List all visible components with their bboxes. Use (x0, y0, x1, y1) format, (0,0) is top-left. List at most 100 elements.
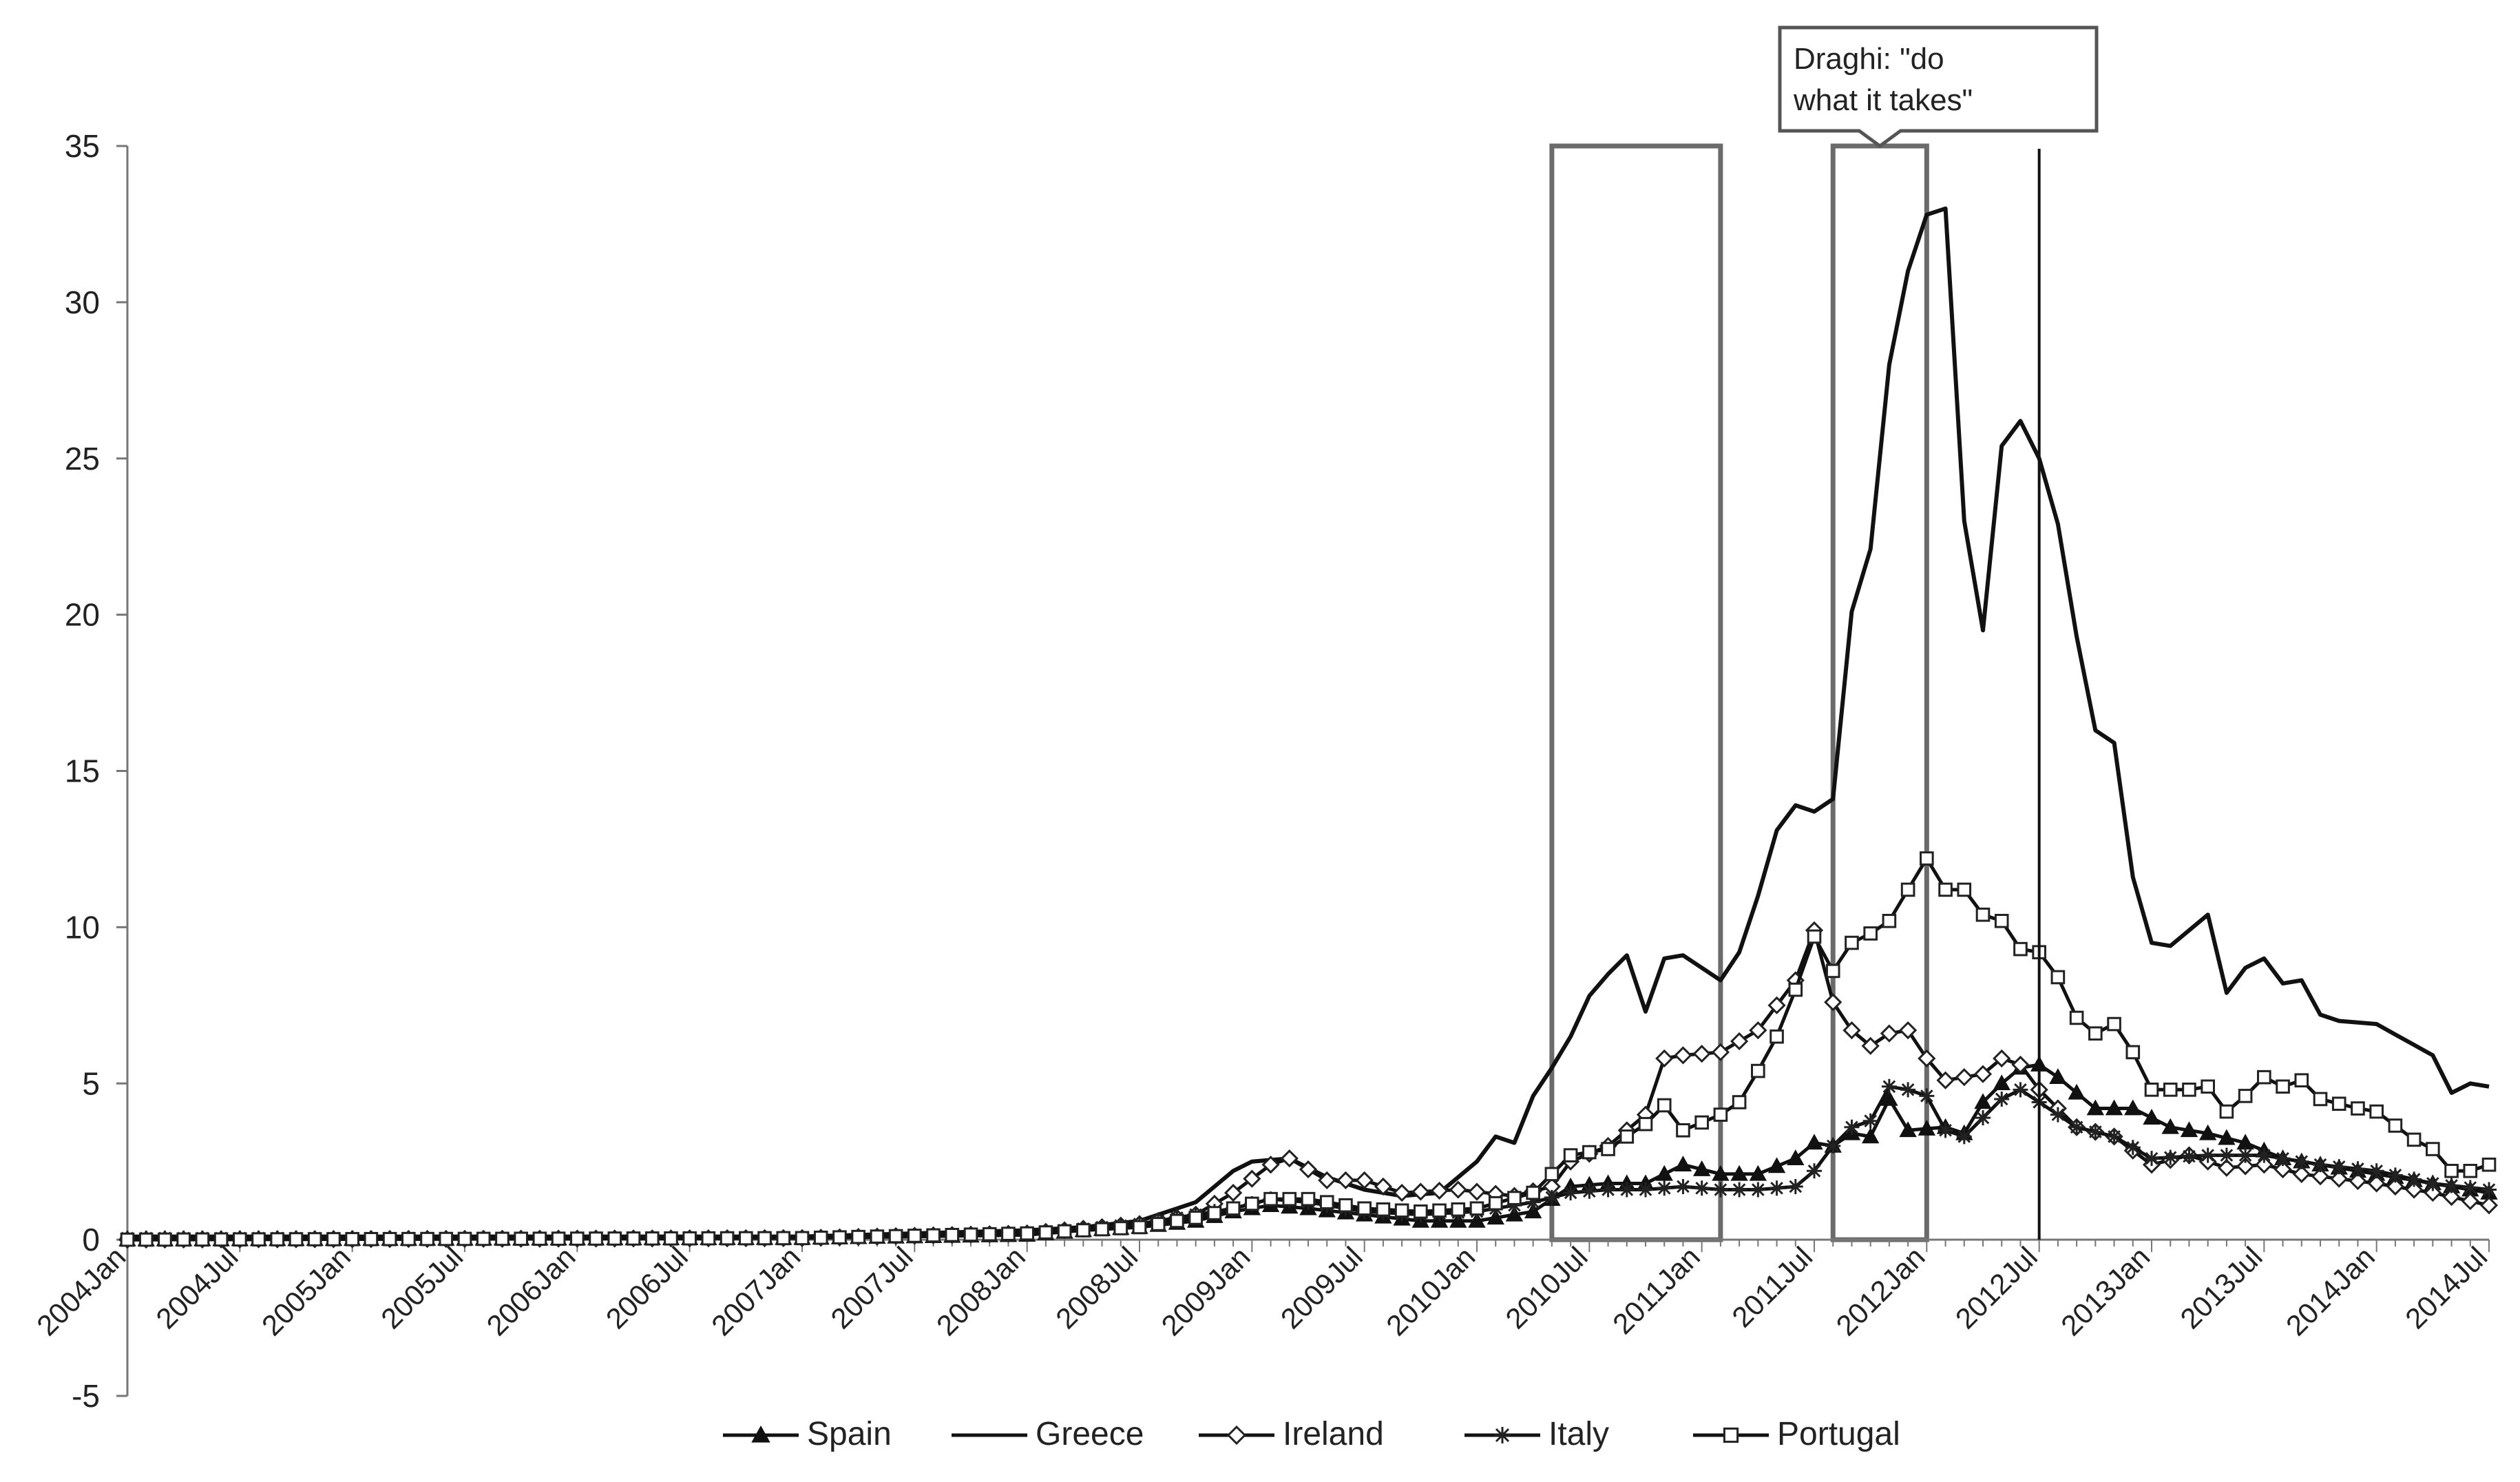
data-point-portugal (1376, 1202, 1391, 1217)
data-point-italy (1712, 1182, 1728, 1198)
data-point-ireland (1842, 1021, 1861, 1040)
data-point-italy (1750, 1182, 1766, 1198)
data-point-spain (2068, 1083, 2086, 1100)
legend-marker-spain (751, 1425, 770, 1443)
series-group (118, 206, 2499, 1249)
data-point-portugal (2107, 1016, 2121, 1032)
data-point-italy (1506, 1198, 1522, 1213)
data-point-portugal (1845, 935, 1859, 950)
data-point-portugal (1132, 1220, 1147, 1235)
data-point-italy (2218, 1147, 2234, 1163)
data-point-italy (1544, 1189, 1560, 1205)
data-point-ireland (1936, 1071, 1955, 1089)
data-point-portugal (2426, 1142, 2440, 1156)
x-tick-label: 2004Jul (149, 1240, 244, 1335)
data-point-portugal (1601, 1142, 1615, 1156)
legend-item-italy: Italy (1464, 1416, 1609, 1452)
data-point-portugal (1095, 1222, 1109, 1237)
data-point-ireland (2217, 1158, 2236, 1177)
legend-item-greece: Greece (952, 1416, 1144, 1452)
data-point-portugal (401, 1231, 416, 1246)
data-point-portugal (1957, 882, 1972, 897)
data-point-portugal (2201, 1079, 2215, 1094)
data-point-ireland (1430, 1181, 1449, 1200)
data-point-portugal (720, 1231, 735, 1246)
x-tick-label: 2011Jul (1725, 1240, 1818, 1333)
data-point-ireland (1861, 1036, 1880, 1055)
x-tick-label: 2007Jan (705, 1240, 806, 1342)
data-point-portugal (2369, 1104, 2384, 1119)
data-point-portugal (382, 1231, 397, 1246)
data-point-spain (1767, 1157, 1786, 1173)
data-point-portugal (2125, 1045, 2141, 1060)
data-point-italy (2013, 1082, 2028, 1098)
data-point-portugal (607, 1231, 622, 1246)
data-point-portugal (2088, 1026, 2103, 1041)
data-point-italy (2444, 1178, 2459, 1193)
data-point-portugal (2276, 1079, 2290, 1094)
data-point-portugal (795, 1231, 810, 1246)
data-point-ireland (1880, 1024, 1899, 1043)
x-tick-label: 2011Jan (1606, 1240, 1706, 1340)
data-point-portugal (2294, 1073, 2309, 1088)
y-tick-label: 35 (65, 128, 100, 164)
data-point-ireland (1280, 1149, 1299, 1168)
data-point-italy (2275, 1151, 2291, 1167)
highlight-period-2 (1830, 143, 1929, 1242)
data-point-portugal (1619, 1129, 1635, 1144)
data-point-italy (1994, 1091, 2010, 1107)
data-point-spain (2161, 1118, 2179, 1134)
x-tick-label: 2009Jul (1274, 1240, 1369, 1335)
data-point-portugal (158, 1232, 172, 1247)
y-tick-label: 0 (82, 1222, 100, 1257)
legend-label-portugal: Portugal (1777, 1416, 1900, 1452)
data-point-spain (2218, 1129, 2236, 1145)
x-tick-label: 2006Jul (600, 1240, 694, 1335)
data-point-italy (2181, 1149, 2197, 1165)
data-point-portugal (2313, 1092, 2328, 1107)
data-point-portugal (626, 1231, 641, 1246)
data-point-spain (2198, 1124, 2217, 1140)
data-point-ireland (1655, 1049, 1674, 1068)
data-point-portugal (1863, 926, 1878, 941)
y-tick-label: 25 (65, 441, 100, 477)
x-tick-label: 2005Jan (255, 1240, 357, 1342)
data-point-portugal (195, 1232, 210, 1247)
data-point-ireland (1824, 993, 1842, 1012)
data-point-spain (2124, 1099, 2142, 1116)
data-point-italy (2069, 1119, 2085, 1135)
data-point-portugal (682, 1231, 697, 1246)
data-point-ireland (1918, 1049, 1936, 1068)
data-point-italy (1807, 1163, 1822, 1179)
data-point-portugal (251, 1232, 266, 1246)
legend-marker-italy (1494, 1427, 1511, 1443)
series-portugal (120, 851, 2497, 1247)
x-tick-label: 2007Jul (824, 1240, 918, 1335)
data-point-portugal (1694, 1115, 1709, 1130)
data-point-spain (1674, 1156, 1692, 1172)
data-point-italy (1582, 1183, 1597, 1199)
data-point-portugal (2331, 1096, 2346, 1112)
y-tick-label: 20 (65, 597, 100, 633)
data-point-portugal (345, 1232, 359, 1246)
x-tick-label: 2012Jul (1949, 1240, 2044, 1335)
data-point-ireland (1767, 996, 1786, 1014)
data-point-ireland (2311, 1167, 2330, 1186)
data-point-portugal (532, 1231, 547, 1246)
data-point-portugal (1038, 1225, 1053, 1240)
x-tick-label: 2014Jan (2280, 1240, 2381, 1342)
data-point-portugal (1057, 1224, 1072, 1239)
data-point-italy (2406, 1171, 2422, 1187)
data-point-spain (1918, 1119, 1936, 1136)
data-point-portugal (2050, 970, 2066, 985)
data-point-portugal (1526, 1185, 1540, 1200)
data-point-portugal (1920, 851, 1934, 866)
callout-text-line-1: Draghi: "do (1794, 42, 1944, 76)
data-point-portugal (2351, 1101, 2365, 1116)
data-point-ireland (1711, 1043, 1730, 1061)
data-point-ireland (2274, 1160, 2292, 1179)
data-point-italy (1600, 1182, 1616, 1198)
data-point-portugal (851, 1229, 865, 1244)
